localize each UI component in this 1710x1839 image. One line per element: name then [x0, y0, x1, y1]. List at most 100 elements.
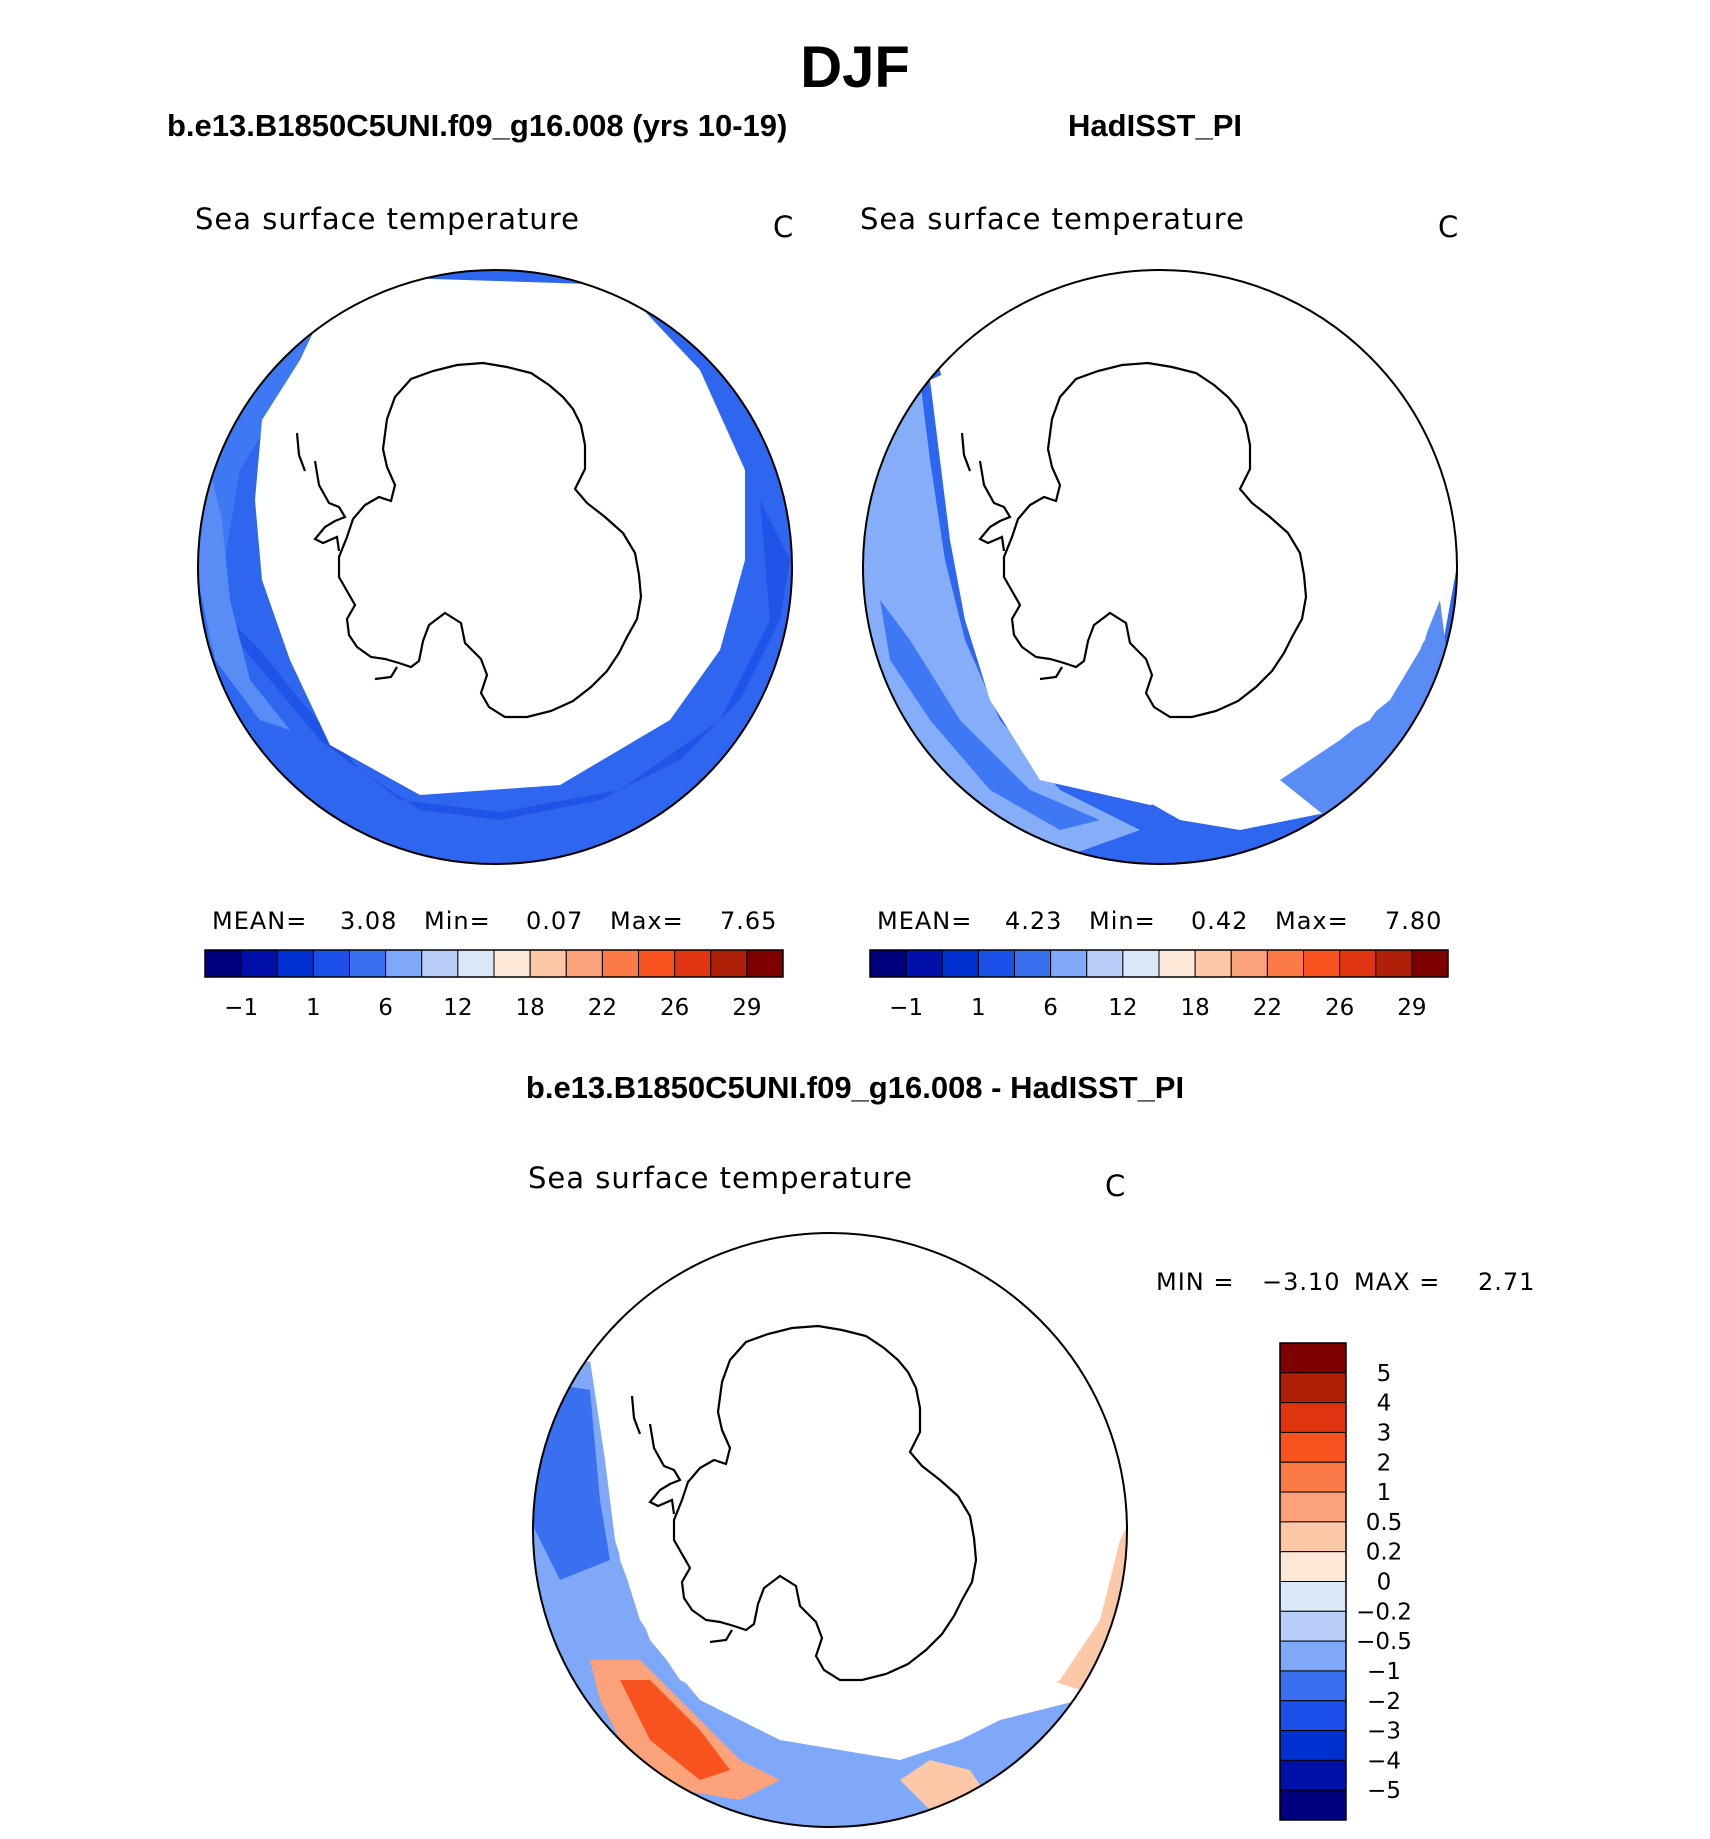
panel-2-colorbar-swatch [977, 949, 1015, 978]
difference-variable: Sea surface temperature [528, 1161, 913, 1195]
difference-colorbar-tick-label: −2 [1367, 1689, 1401, 1715]
difference-colorbar-swatch [1279, 1402, 1347, 1433]
panel-1-min-label: Min= [424, 907, 491, 935]
panel-1-mean: 3.08 [340, 907, 398, 935]
difference-colorbar-frame [1279, 1342, 1347, 1821]
panel-2-mean-label: MEAN= [877, 907, 973, 935]
panel-2-mean: 4.23 [1005, 907, 1063, 935]
panel-2-colorbar-swatch [1158, 949, 1196, 978]
panel-2-max-label: Max= [1275, 907, 1349, 935]
panel-1-max-label: Max= [610, 907, 684, 935]
difference-colorbar-tick-label: −4 [1367, 1748, 1401, 1774]
panel-2-colorbar-swatch [1122, 949, 1160, 978]
difference-max: 2.71 [1478, 1268, 1536, 1296]
difference-colorbar-tick-label: 2 [1377, 1450, 1392, 1476]
panel-2-max: 7.80 [1385, 907, 1443, 935]
panel-2-colorbar-tick-label: 18 [1180, 995, 1209, 1021]
panel-1-colorbar-swatch [565, 949, 603, 978]
difference-colorbar-tick-label: 5 [1377, 1361, 1392, 1387]
panel-2-colorbar-swatch [1375, 949, 1413, 978]
panel-2-colorbar-swatch [1050, 949, 1088, 978]
panel-1-colorbar-tick-label: 12 [443, 995, 472, 1021]
panel-2-variable: Sea surface temperature [860, 202, 1245, 236]
difference-colorbar-tick-label: −0.5 [1356, 1629, 1412, 1655]
difference-colorbar-tick-label: 0.5 [1366, 1510, 1403, 1536]
panel-2-colorbar-tick-label: −1 [889, 995, 923, 1021]
panel-2-colorbar-swatch [869, 949, 907, 978]
panel-1-title: b.e13.B1850C5UNI.f09_g16.008 (yrs 10-19) [167, 108, 788, 143]
panel-2-colorbar-swatch [1339, 949, 1377, 978]
panel-2-colorbar-swatch [1230, 949, 1268, 978]
panel-1-colorbar-swatch [240, 949, 278, 978]
panel-1-colorbar-tick-label: 1 [306, 995, 321, 1021]
difference-colorbar-swatch [1279, 1521, 1347, 1553]
panel-1-colorbar-swatch [674, 949, 712, 978]
panel-1-colorbar-swatch [204, 949, 242, 978]
panel-1-colorbar-tick-label: 18 [515, 995, 544, 1021]
panel-1-colorbar-tick-label: 29 [732, 995, 761, 1021]
main-title: DJF [800, 35, 910, 100]
panel-2-colorbar: −1 1 6 12 18 22 26 29 [869, 949, 1449, 1021]
difference-colorbar-swatch [1279, 1730, 1347, 1761]
panel-1-colorbar-swatch [312, 949, 350, 978]
panel-1-map [197, 269, 793, 865]
panel-1-colorbar-frame [204, 949, 784, 978]
panel-1-colorbar-tick-label: 22 [588, 995, 617, 1021]
panel-1-colorbar-tick-label: 26 [660, 995, 689, 1021]
panel-1-colorbar-swatch [385, 949, 423, 978]
difference-min-label: MIN = [1156, 1268, 1235, 1296]
panel-1-colorbar-tick-label: −1 [224, 995, 258, 1021]
panel-2-colorbar-swatch [1086, 949, 1124, 978]
panel-1-colorbar-swatch [529, 949, 567, 978]
panel-1-colorbar: −1 1 6 12 18 22 26 29 [204, 949, 784, 1021]
difference-colorbar-swatch [1279, 1342, 1347, 1374]
panel-1-colorbar-swatch [276, 949, 314, 978]
difference-colorbar-swatch [1279, 1431, 1347, 1463]
difference-max-label: MAX = [1354, 1268, 1441, 1296]
difference-colorbar-tick-label: 4 [1377, 1391, 1392, 1417]
difference-colorbar: 5 4 3 2 1 0.5 0.2 0 −0.2 −0.5 −1 −2 −3 −4 −5 [1279, 1342, 1412, 1821]
panel-1-colorbar-swatch [601, 949, 639, 978]
difference-colorbar-tick-label: −0.2 [1356, 1599, 1412, 1625]
difference-colorbar-swatch [1279, 1670, 1347, 1702]
panel-2-colorbar-frame [869, 949, 1449, 978]
panel-2-colorbar-swatch [1303, 949, 1341, 978]
panel-1-colorbar-swatch [710, 949, 748, 978]
panel-2-colorbar-swatch [1411, 949, 1449, 978]
panel-1-colorbar-tick-label: 6 [378, 995, 393, 1021]
panel-1-colorbar-swatch [421, 949, 459, 978]
panel-2-colorbar-tick-label: 26 [1325, 995, 1354, 1021]
panel-2-units: C [1438, 210, 1460, 244]
panel-2-colorbar-tick-label: 6 [1043, 995, 1058, 1021]
difference-colorbar-swatch [1279, 1640, 1347, 1672]
difference-colorbar-swatch [1279, 1759, 1347, 1791]
panel-1-colorbar-swatch [457, 949, 495, 978]
panel-2-colorbar-swatch [905, 949, 943, 978]
panel-2-colorbar-tick-label: 29 [1397, 995, 1426, 1021]
difference-colorbar-swatch [1279, 1581, 1347, 1612]
difference-colorbar-swatch [1279, 1551, 1347, 1582]
panel-2-map [862, 269, 1458, 865]
panel-2-colorbar-tick-label: 12 [1108, 995, 1137, 1021]
difference-colorbar-tick-label: 0.2 [1366, 1540, 1403, 1566]
panel-1-mean-label: MEAN= [212, 907, 308, 935]
panel-2-colorbar-tick-label: 22 [1253, 995, 1282, 1021]
panel-1-variable: Sea surface temperature [195, 202, 580, 236]
panel-2-colorbar-swatch [1266, 949, 1304, 978]
difference-colorbar-tick-label: −3 [1367, 1719, 1401, 1745]
panel-1-colorbar-swatch [349, 949, 387, 978]
panel-2-colorbar-swatch [1014, 949, 1052, 978]
difference-colorbar-swatch [1279, 1372, 1347, 1404]
difference-colorbar-tick-label: −1 [1367, 1659, 1401, 1685]
panel-1-colorbar-swatch [493, 949, 531, 978]
panel-1-colorbar-swatch [746, 949, 784, 978]
difference-colorbar-swatch [1279, 1491, 1347, 1523]
difference-colorbar-tick-label: 1 [1377, 1480, 1392, 1506]
panel-2-min: 0.42 [1191, 907, 1249, 935]
panel-2-colorbar-tick-label: 1 [971, 995, 986, 1021]
difference-colorbar-tick-label: 0 [1377, 1570, 1392, 1596]
difference-colorbar-swatch [1279, 1700, 1347, 1732]
difference-colorbar-swatch [1279, 1461, 1347, 1493]
panel-2-colorbar-swatch [941, 949, 979, 978]
